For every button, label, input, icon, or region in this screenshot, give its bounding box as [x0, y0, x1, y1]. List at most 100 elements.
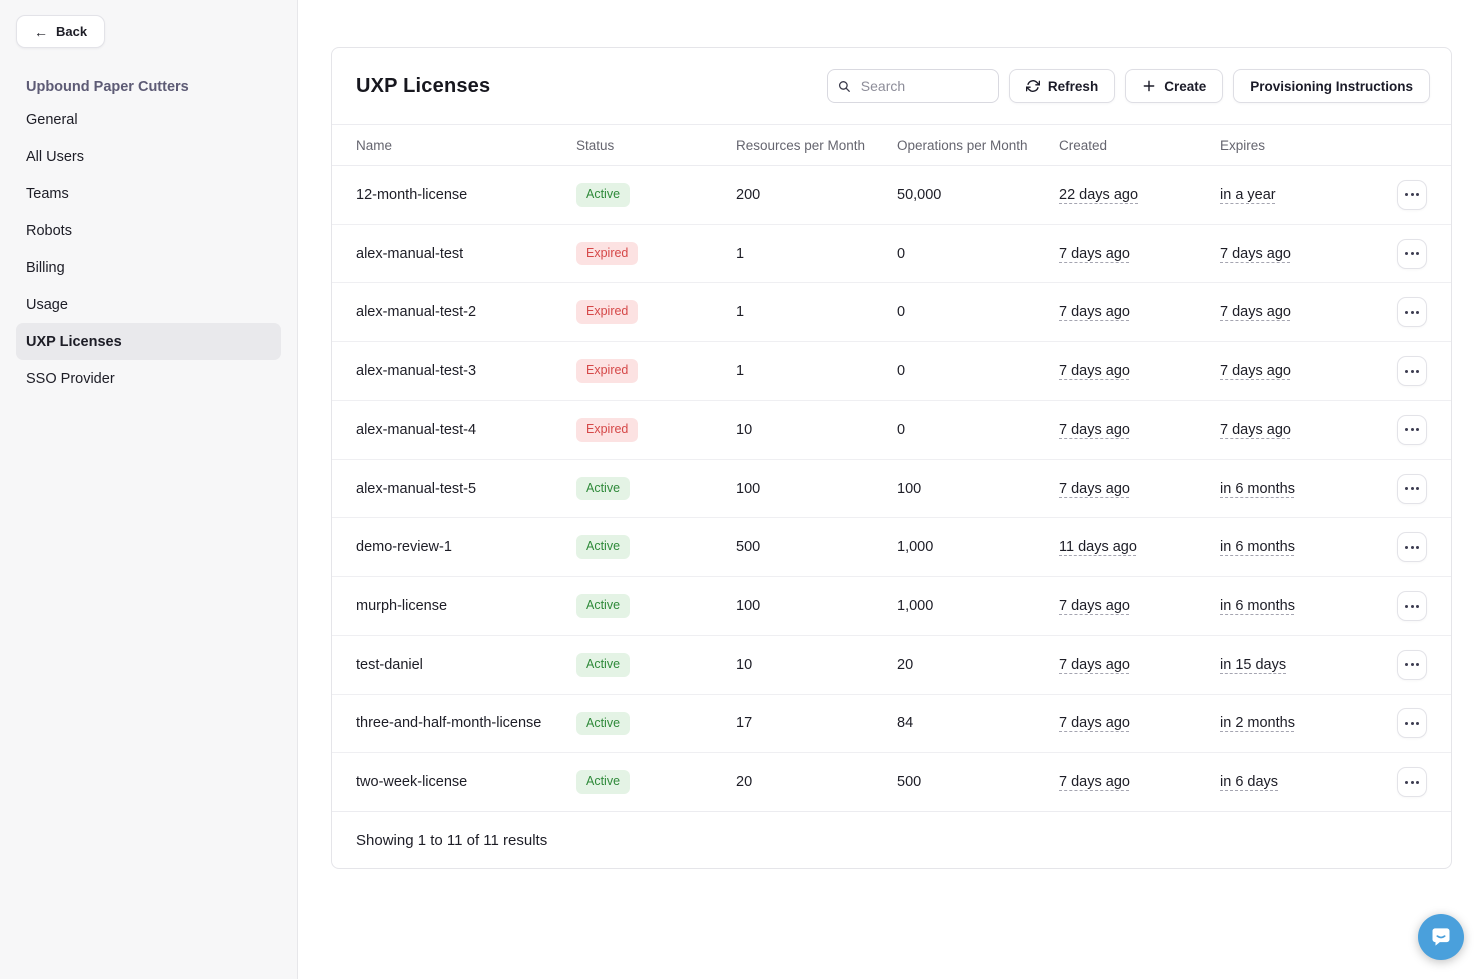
- cell-operations: 84: [897, 715, 914, 732]
- create-button[interactable]: Create: [1125, 69, 1224, 103]
- column-header-status: Status: [576, 137, 615, 153]
- expires-value: in 15 days: [1220, 656, 1287, 673]
- results-count: Showing 1 to 11 of 11 results: [356, 831, 548, 849]
- table-row: test-daniel Active 10 20 7 days ago in 1…: [332, 634, 1451, 694]
- sidebar-item-robots[interactable]: Robots: [16, 212, 281, 249]
- expires-value: 7 days ago: [1220, 421, 1291, 438]
- expires-value: in 6 months: [1220, 480, 1295, 497]
- expires-value: 7 days ago: [1220, 304, 1291, 321]
- cell-created: 7 days ago: [1059, 422, 1220, 438]
- cell-operations: 0: [897, 421, 906, 438]
- cell-name: murph-license: [356, 598, 448, 614]
- cell-name: alex-manual-test-2: [356, 304, 477, 321]
- row-actions-button[interactable]: [1397, 414, 1427, 445]
- provisioning-instructions-button[interactable]: Provisioning Instructions: [1233, 69, 1430, 103]
- search-box[interactable]: [826, 69, 999, 103]
- cell-resources: 100: [736, 598, 761, 614]
- cell-expires: in 6 months: [1220, 598, 1383, 614]
- created-value: 7 days ago: [1059, 656, 1130, 673]
- column-header-expires: Expires: [1220, 137, 1266, 153]
- header-controls: Refresh Create Provisioning Instructions: [826, 69, 1430, 103]
- cell-expires: 7 days ago: [1220, 304, 1383, 320]
- row-actions-button[interactable]: [1397, 179, 1427, 210]
- chat-bubble-icon: [1432, 928, 1450, 946]
- cell-operations: 0: [897, 245, 906, 262]
- ellipsis-icon: [1405, 604, 1408, 608]
- ellipsis-icon: [1405, 780, 1408, 784]
- status-cell: Active: [576, 476, 736, 501]
- created-value: 7 days ago: [1059, 774, 1130, 791]
- cell-resources: 10: [736, 421, 753, 438]
- column-header-name: Name: [356, 137, 393, 153]
- cell-resources: 1: [736, 363, 745, 380]
- row-actions-button[interactable]: [1397, 708, 1427, 739]
- sidebar-item-uxp-licenses[interactable]: UXP Licenses: [16, 323, 281, 360]
- table-row: alex-manual-test-5 Active 100 100 7 days…: [332, 458, 1451, 518]
- back-arrow-icon: ←: [34, 23, 48, 40]
- row-actions-button[interactable]: [1397, 532, 1427, 563]
- status-badge: Expired: [576, 241, 639, 266]
- cell-name: alex-manual-test: [356, 245, 464, 262]
- column-header-operations-per-month: Operations per Month: [897, 137, 1028, 153]
- sidebar-item-label: Billing: [26, 259, 65, 276]
- status-badge: Active: [576, 535, 631, 560]
- cell-operations: 500: [897, 774, 922, 791]
- cell-expires: 7 days ago: [1220, 246, 1383, 262]
- sidebar-item-teams[interactable]: Teams: [16, 175, 281, 212]
- row-actions-button[interactable]: [1397, 238, 1427, 269]
- created-value: 7 days ago: [1059, 480, 1130, 497]
- create-label: Create: [1164, 78, 1207, 94]
- row-actions-button[interactable]: [1397, 767, 1427, 798]
- row-actions-button[interactable]: [1397, 473, 1427, 504]
- status-badge: Active: [576, 594, 631, 618]
- status-badge: Active: [576, 182, 631, 207]
- sidebar-item-label: All Users: [26, 148, 85, 165]
- sidebar-item-billing[interactable]: Billing: [16, 249, 281, 286]
- created-value: 7 days ago: [1059, 421, 1130, 438]
- main-area: UXP Licenses Refresh Create Provisioning…: [298, 0, 1484, 979]
- cell-expires: in a year: [1220, 187, 1383, 203]
- table-footer: Showing 1 to 11 of 11 results: [332, 811, 1451, 868]
- refresh-button[interactable]: Refresh: [1008, 69, 1116, 103]
- ellipsis-icon: [1405, 721, 1408, 725]
- sidebar-item-all-users[interactable]: All Users: [16, 138, 281, 175]
- search-input[interactable]: [858, 77, 988, 95]
- expires-value: 7 days ago: [1220, 363, 1291, 380]
- cell-expires: 7 days ago: [1220, 422, 1383, 438]
- status-badge: Active: [576, 711, 631, 736]
- created-value: 7 days ago: [1059, 304, 1130, 321]
- cell-resources: 500: [736, 539, 761, 556]
- row-actions-button[interactable]: [1397, 591, 1427, 621]
- back-button[interactable]: ← Back: [16, 15, 106, 48]
- table-row: alex-manual-test-3 Expired 1 0 7 days ag…: [332, 341, 1451, 400]
- cell-operations: 0: [897, 304, 906, 321]
- cell-created: 7 days ago: [1059, 598, 1220, 614]
- cell-operations: 100: [897, 480, 922, 497]
- sidebar-item-usage[interactable]: Usage: [16, 286, 281, 323]
- status-cell: Active: [576, 182, 736, 207]
- row-actions-button[interactable]: [1397, 297, 1427, 328]
- expires-value: in 2 months: [1220, 715, 1295, 732]
- row-actions-button[interactable]: [1397, 356, 1427, 387]
- ellipsis-icon: [1405, 193, 1408, 197]
- sidebar-item-label: UXP Licenses: [26, 333, 122, 350]
- sidebar-item-sso-provider[interactable]: SSO Provider: [16, 360, 281, 397]
- provisioning-instructions-label: Provisioning Instructions: [1250, 78, 1413, 94]
- cell-name: alex-manual-test-3: [356, 363, 477, 380]
- sidebar-item-general[interactable]: General: [16, 101, 281, 138]
- status-cell: Expired: [576, 417, 736, 442]
- table-row: alex-manual-test-4 Expired 10 0 7 days a…: [332, 399, 1451, 459]
- sidebar-item-label: General: [26, 111, 78, 128]
- status-badge: Active: [576, 476, 631, 501]
- ellipsis-icon: [1405, 487, 1408, 491]
- row-actions-button[interactable]: [1397, 649, 1427, 680]
- status-cell: Expired: [576, 359, 736, 383]
- status-cell: Expired: [576, 241, 736, 266]
- chat-launcher-button[interactable]: [1418, 914, 1464, 960]
- status-badge: Expired: [576, 300, 639, 325]
- status-cell: Active: [576, 711, 736, 736]
- expires-value: 7 days ago: [1220, 245, 1291, 262]
- created-value: 7 days ago: [1059, 363, 1130, 380]
- cell-resources: 17: [736, 715, 753, 732]
- cell-created: 7 days ago: [1059, 657, 1220, 673]
